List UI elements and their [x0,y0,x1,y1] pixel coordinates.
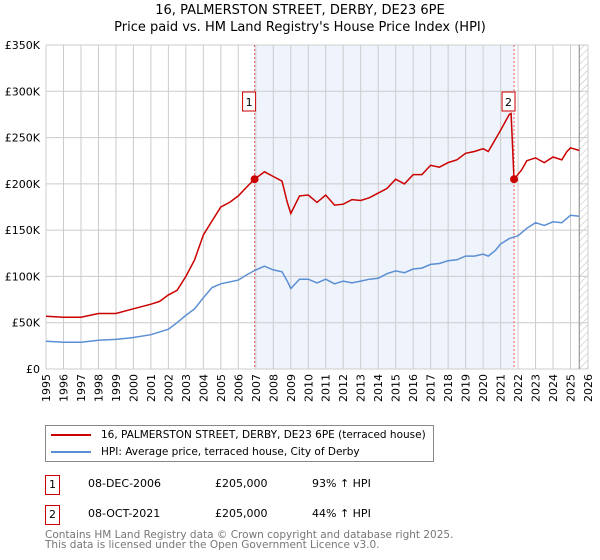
annotation-box [501,91,516,112]
hpi-line [45,214,580,343]
x-tick-label: 2022 [512,374,525,402]
subtitle-line: Price paid vs. HM Land Registry's House … [114,20,486,35]
x-tick-label: 2025 [565,374,578,402]
legend-label: 16, PALMERSTON STREET, DERBY, DE23 6PE (… [101,429,426,441]
footer-copyright: Contains HM Land Registry data © Crown c… [45,529,454,541]
y-tick-label: £150K [5,224,41,237]
legend-item-property: 16, PALMERSTON STREET, DERBY, DE23 6PE (… [51,429,426,441]
transaction-date: 08-DEC-2006 [88,477,162,490]
forecast-hatch [579,45,588,369]
x-tick-label: 2015 [390,374,403,402]
x-tick-label: 2008 [267,374,280,402]
footer: Contains HM Land Registry data © Crown c… [45,529,454,551]
title-line: 16, PALMERSTON STREET, DERBY, DE23 6PE [155,3,445,18]
x-tick-label: 1995 [40,374,53,402]
x-tick-label: 2018 [442,374,455,402]
y-tick-label: £0 [26,363,40,376]
x-tick-label: 2007 [250,374,263,402]
x-tick-label: 1997 [75,374,88,402]
x-tick-label: 2005 [215,374,228,402]
x-tick-label: 2017 [425,374,438,402]
x-tick-label: 2004 [197,374,210,402]
x-tick-label: 2024 [547,374,560,402]
transaction-price: £205,000 [215,507,268,520]
transaction-date: 08-OCT-2021 [88,507,161,520]
x-tick-label: 2006 [232,374,245,402]
sale-point [250,175,259,184]
footer-licence: This data is licensed under the Open Gov… [45,539,380,551]
marker-badge: 1 [45,475,60,495]
x-tick-label: 2019 [460,374,473,402]
x-tick-label: 2011 [320,374,333,402]
legend-label: HPI: Average price, terraced house, City… [101,446,360,458]
x-tick-label: 2016 [407,374,420,402]
x-tick-label: 2009 [285,374,298,402]
x-tick-label: 2000 [127,374,140,402]
shaded-period [254,45,515,369]
x-tick-label: 2021 [495,374,508,402]
transaction-price: £205,000 [215,477,268,490]
y-tick-label: £250K [5,132,41,145]
x-tick-label: 2020 [477,374,490,402]
y-tick-label: £350K [5,39,41,52]
property-price-line [45,112,580,318]
x-tick-label: 2026 [582,374,595,402]
transaction-row: 1 08-DEC-2006 £205,000 93% ↑ HPI [45,475,465,495]
x-tick-label: 2002 [162,374,175,402]
annotation-label: 2 [505,96,512,109]
x-tick-label: 1996 [57,374,70,402]
legend-item-hpi: HPI: Average price, terraced house, City… [51,446,360,458]
x-tick-label: 2014 [372,374,385,402]
red-line-swatch [51,434,91,436]
marker-badge: 2 [45,505,60,525]
x-tick-label: 2013 [355,374,368,402]
blue-line-swatch [51,451,91,453]
price-chart: 1995 1996 1997 1998 1999 2000 2001 2002 2003 2004… [5,39,595,402]
annotation-box [242,91,257,112]
y-tick-label: £300K [5,85,41,98]
annotation-label: 1 [246,96,253,109]
x-tick-label: 1998 [92,374,105,402]
x-tick-label: 2010 [302,374,315,402]
x-tick-label: 2012 [337,374,350,402]
x-tick-label: 2003 [180,374,193,402]
y-tick-label: £100K [5,270,41,283]
x-tick-label: 2001 [145,374,158,402]
y-tick-label: £50K [12,317,41,330]
y-tick-label: £200K [5,178,41,191]
transaction-row: 2 08-OCT-2021 £205,000 44% ↑ HPI [45,505,465,525]
x-tick-label: 1999 [110,374,123,402]
legend: 16, PALMERSTON STREET, DERBY, DE23 6PE (… [45,425,434,462]
transaction-hpi: 44% ↑ HPI [312,507,371,520]
x-tick-label: 2023 [530,374,543,402]
transaction-hpi: 93% ↑ HPI [312,477,371,490]
chart-title: 16, PALMERSTON STREET, DERBY, DE23 6PE P… [0,2,600,36]
sale-point [510,175,519,184]
